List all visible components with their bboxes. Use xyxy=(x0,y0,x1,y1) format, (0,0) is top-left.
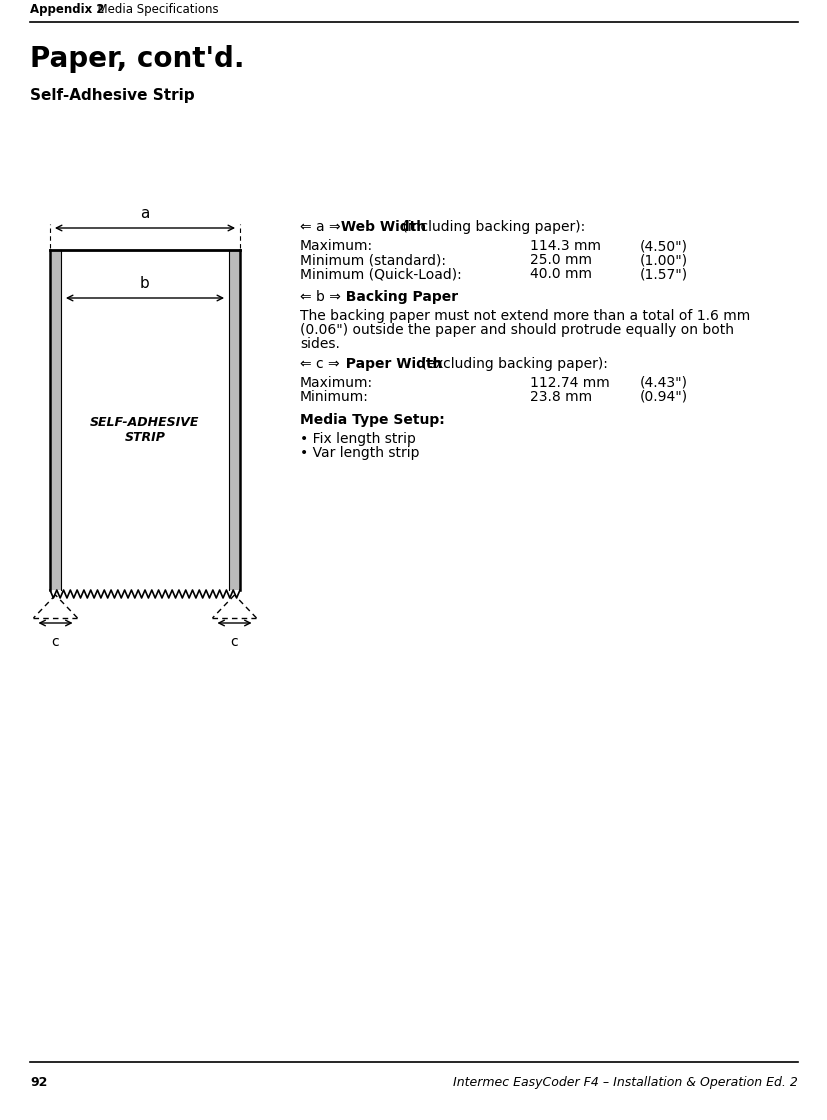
Text: a: a xyxy=(140,206,150,221)
Text: b: b xyxy=(140,276,150,291)
Bar xyxy=(61,250,229,590)
Text: Appendix 2: Appendix 2 xyxy=(30,3,104,16)
Text: Maximum:: Maximum: xyxy=(299,376,373,390)
Text: Paper Width: Paper Width xyxy=(336,357,442,371)
Text: Minimum (Quick-Load):: Minimum (Quick-Load): xyxy=(299,267,461,281)
Text: c: c xyxy=(51,635,60,648)
Text: Intermec EasyCoder F4 – Installation & Operation Ed. 2: Intermec EasyCoder F4 – Installation & O… xyxy=(452,1076,797,1089)
Text: (excluding backing paper):: (excluding backing paper): xyxy=(416,357,607,371)
Text: Paper, cont'd.: Paper, cont'd. xyxy=(30,45,244,73)
Text: Web Width: Web Width xyxy=(336,220,426,234)
Text: Media Type Setup:: Media Type Setup: xyxy=(299,413,444,427)
Text: 114.3 mm: 114.3 mm xyxy=(529,239,600,253)
Text: ⇐ b ⇒: ⇐ b ⇒ xyxy=(299,290,341,304)
Text: • Fix length strip: • Fix length strip xyxy=(299,432,415,446)
Text: sides.: sides. xyxy=(299,337,339,351)
Text: (1.57"): (1.57") xyxy=(639,267,687,281)
Text: (4.43"): (4.43") xyxy=(639,376,687,390)
Text: Maximum:: Maximum: xyxy=(299,239,373,253)
Text: ⇐ c ⇒: ⇐ c ⇒ xyxy=(299,357,339,371)
Bar xyxy=(229,250,240,590)
Text: ⇐ a ⇒: ⇐ a ⇒ xyxy=(299,220,340,234)
Text: (including backing paper):: (including backing paper): xyxy=(398,220,585,234)
Text: (0.94"): (0.94") xyxy=(639,390,687,404)
Text: Self-Adhesive Strip: Self-Adhesive Strip xyxy=(30,88,194,103)
Text: Media Specifications: Media Specifications xyxy=(90,3,218,16)
Text: Backing Paper: Backing Paper xyxy=(336,290,457,304)
Text: • Var length strip: • Var length strip xyxy=(299,446,419,460)
Text: 25.0 mm: 25.0 mm xyxy=(529,253,591,267)
Text: Minimum:: Minimum: xyxy=(299,390,369,404)
Text: SELF-ADHESIVE
STRIP: SELF-ADHESIVE STRIP xyxy=(90,416,199,444)
Text: Minimum (standard):: Minimum (standard): xyxy=(299,253,446,267)
Text: (1.00"): (1.00") xyxy=(639,253,687,267)
Text: 40.0 mm: 40.0 mm xyxy=(529,267,591,281)
Text: 112.74 mm: 112.74 mm xyxy=(529,376,609,390)
Text: 23.8 mm: 23.8 mm xyxy=(529,390,591,404)
Text: 92: 92 xyxy=(30,1076,47,1089)
Text: (0.06") outside the paper and should protrude equally on both: (0.06") outside the paper and should pro… xyxy=(299,323,733,337)
Bar xyxy=(50,250,61,590)
Text: (4.50"): (4.50") xyxy=(639,239,687,253)
Text: c: c xyxy=(231,635,238,648)
Text: The backing paper must not extend more than a total of 1.6 mm: The backing paper must not extend more t… xyxy=(299,309,749,323)
